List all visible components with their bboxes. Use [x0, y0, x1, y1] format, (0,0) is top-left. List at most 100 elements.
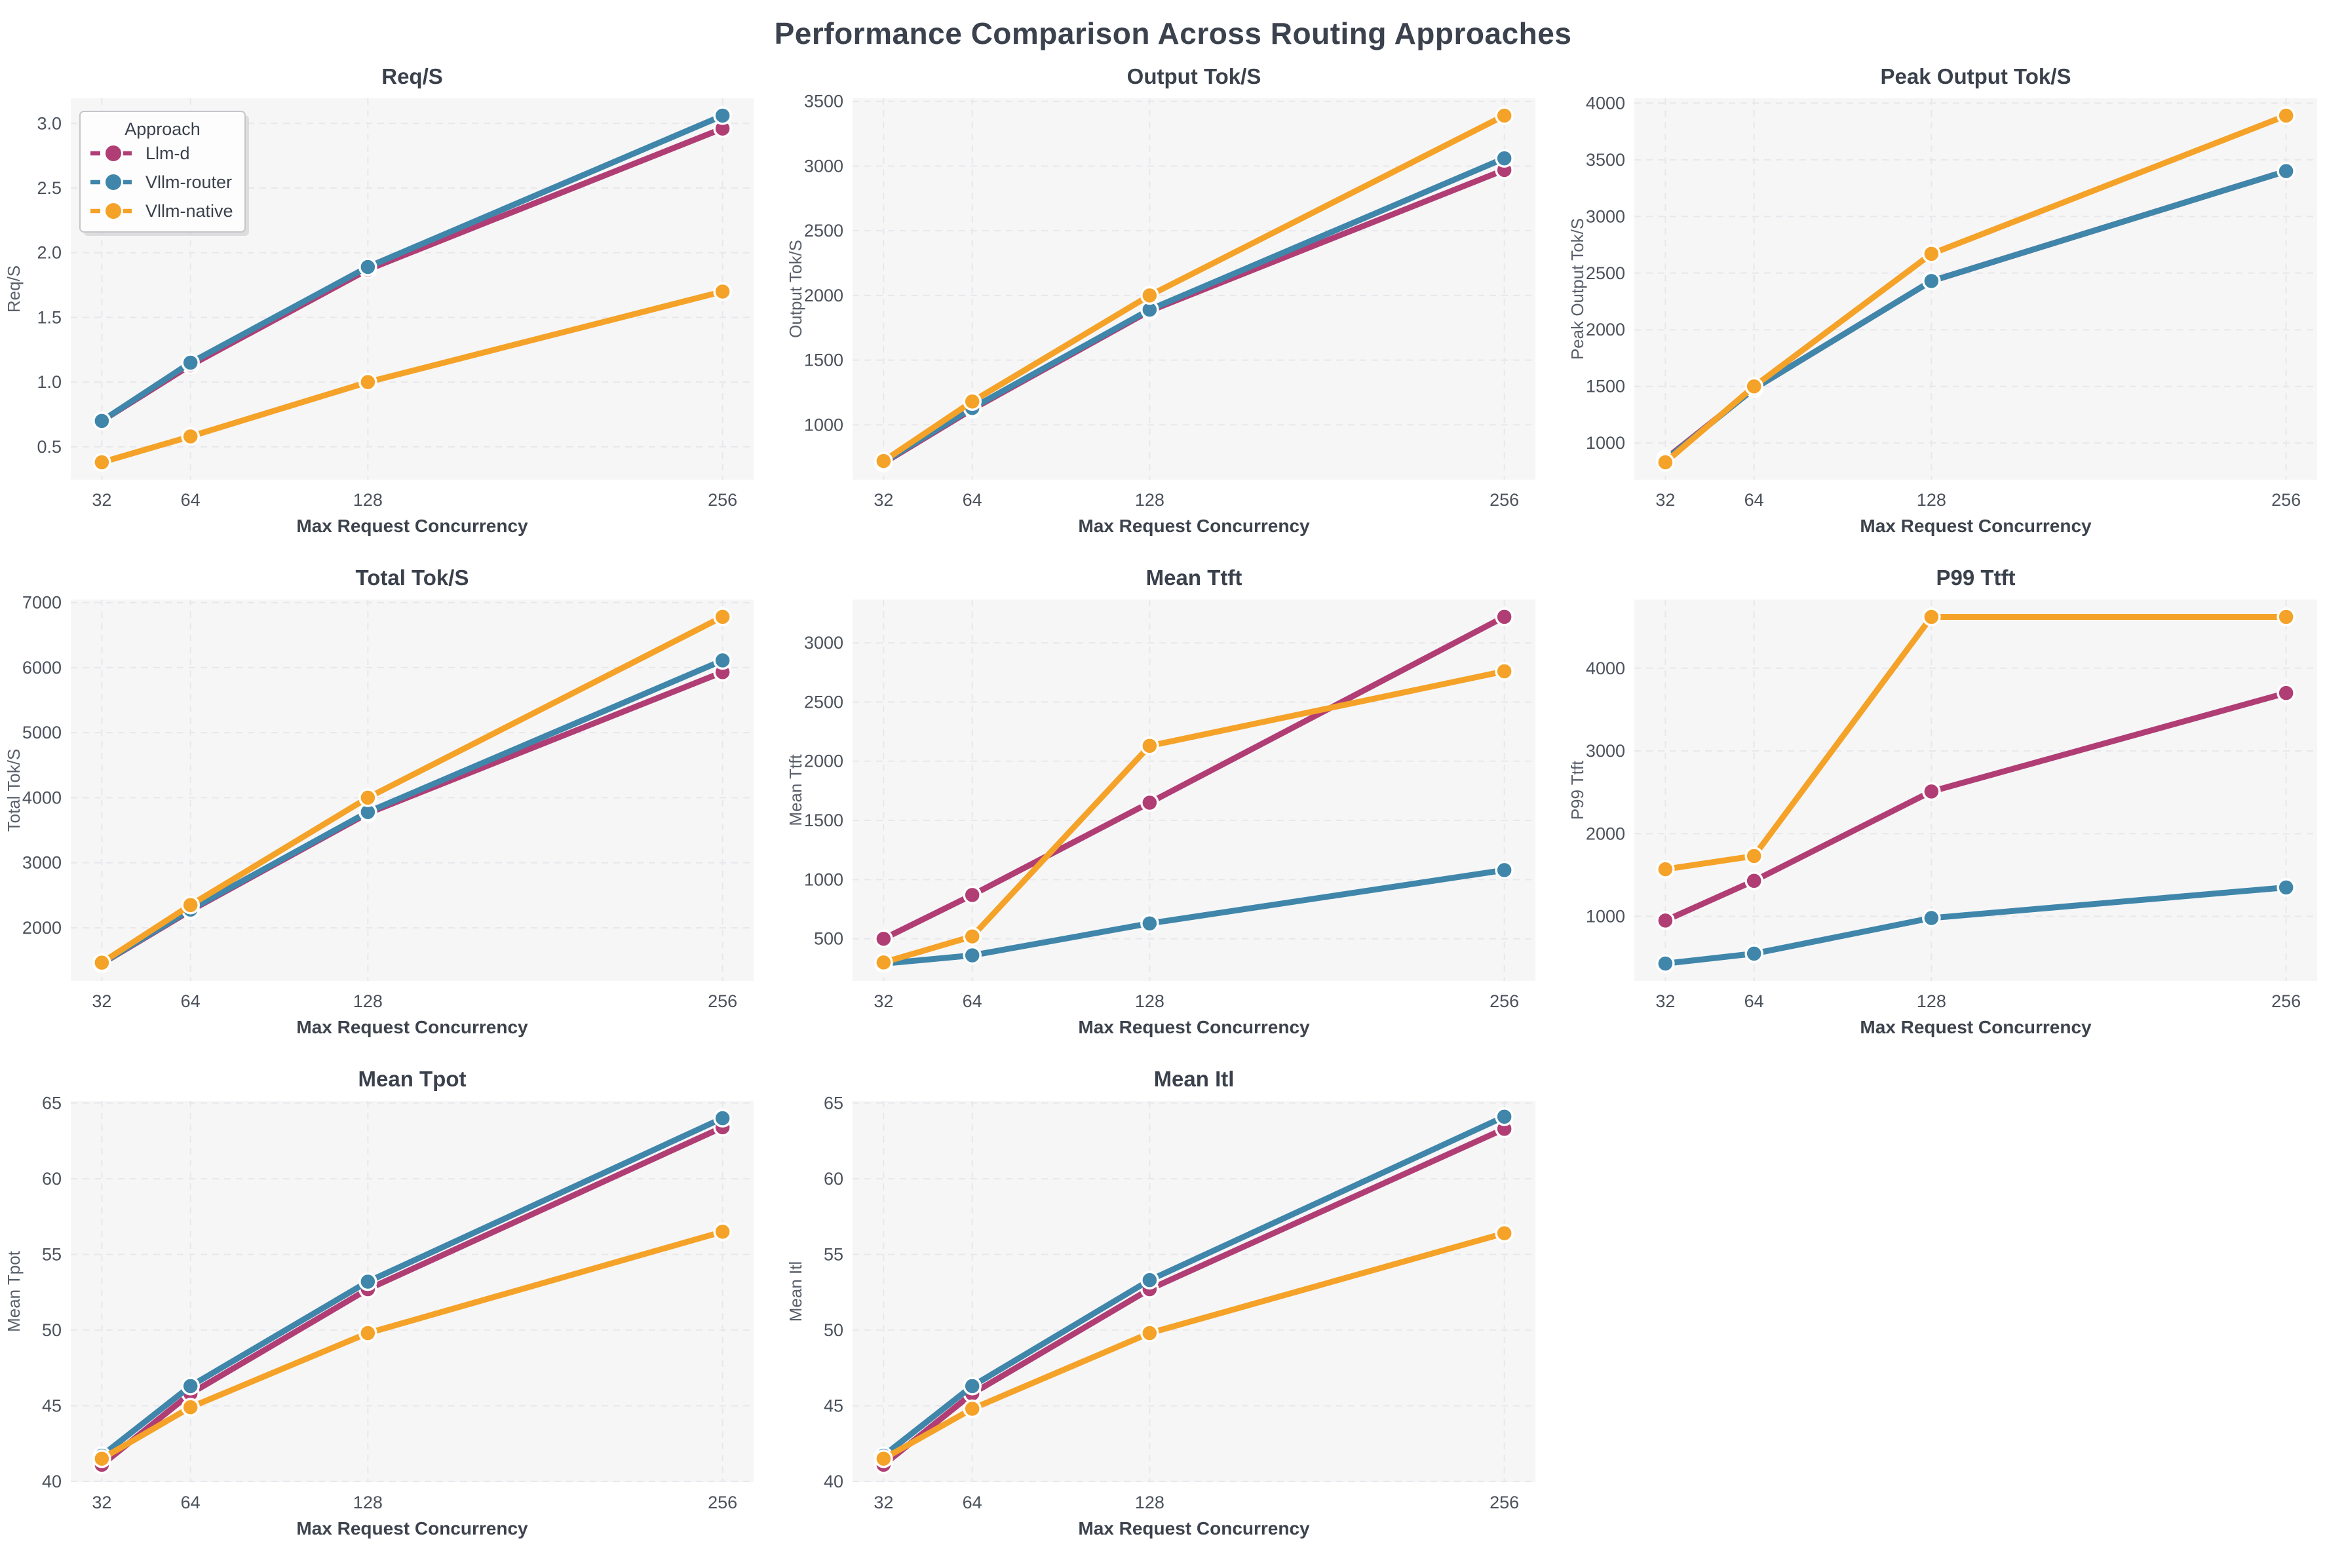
x-tick-label: 128 [1135, 490, 1164, 510]
x-tick-label: 256 [708, 1493, 737, 1512]
y-tick-label: 2500 [1586, 263, 1625, 283]
y-axis-label: Mean Itl [786, 1261, 805, 1322]
x-tick-label: 64 [181, 991, 201, 1011]
x-axis-label: Max Request Concurrency [1860, 516, 2092, 536]
x-tick-label: 64 [963, 991, 982, 1011]
x-tick-label: 256 [2271, 490, 2301, 510]
series-line-vllm-native [98, 288, 726, 466]
chart-svg-output-tok-s: Output Tok/S 1000 1500 2000 2500 3000 3500 32 64… [786, 64, 1535, 536]
series-marker-vllm-native [1140, 1324, 1159, 1343]
series-marker-vllm-native [358, 372, 377, 392]
series-marker-vllm-router [358, 1272, 377, 1291]
series-marker-vllm-native [713, 282, 732, 301]
x-tick-label: 256 [708, 991, 737, 1011]
series-marker-vllm-native [1656, 860, 1675, 879]
legend-swatch-circle-vllm-router [104, 172, 123, 192]
y-tick-label: 1000 [1586, 433, 1625, 453]
chart-svg-mean-tpot: Mean Tpot 40 45 50 55 60 65 32 64 128 256 Max Reque… [4, 1067, 754, 1539]
series-marker-vllm-router [1744, 944, 1763, 963]
series-marker-llm-d [1656, 911, 1675, 930]
y-axis-label: P99 Ttft [1567, 760, 1587, 820]
x-tick-label: 256 [2271, 991, 2301, 1011]
series-marker-vllm-router [713, 651, 732, 670]
series-marker-vllm-router [92, 411, 111, 430]
series-marker-vllm-router [2277, 161, 2296, 181]
chart-title: Mean Ttft [1146, 565, 1242, 590]
x-tick-label: 32 [92, 991, 111, 1011]
series-marker-llm-d [874, 929, 893, 948]
x-axis-label: Max Request Concurrency [296, 516, 528, 536]
x-tick-label: 128 [1917, 991, 1946, 1011]
series-marker-vllm-native [1495, 106, 1514, 125]
y-tick-label: 2000 [1586, 824, 1625, 843]
series-marker-vllm-native [92, 953, 111, 972]
series-line-llm-d [1662, 690, 2290, 924]
series-line-vllm-router [880, 1113, 1508, 1459]
series-marker-vllm-native [1140, 286, 1159, 305]
chart-svg-total-tok-s: Total Tok/S 2000 3000 4000 5000 6000 7000 32 64 1… [4, 565, 754, 1037]
legend-swatch-circle-llm-d [104, 143, 123, 163]
x-tick-label: 32 [1655, 991, 1675, 1011]
series-marker-vllm-router [1495, 860, 1514, 880]
y-tick-label: 3000 [1586, 741, 1625, 761]
y-tick-label: 3000 [1586, 206, 1625, 226]
series-line-vllm-native [1662, 112, 2290, 466]
series-marker-vllm-router [1922, 908, 1941, 928]
chart-cell-req-s: Req/S 0.5 1.0 1.5 2.0 2.5 3.0 32 64 128 256 Max Req… [0, 56, 782, 558]
y-tick-label: 50 [42, 1320, 62, 1340]
series-line-vllm-native [880, 1230, 1508, 1462]
y-tick-label: 60 [42, 1169, 62, 1189]
x-tick-label: 32 [874, 490, 893, 510]
y-tick-label: 0.5 [37, 437, 62, 457]
x-axis-label: Max Request Concurrency [296, 1017, 528, 1037]
y-tick-label: 1000 [1586, 907, 1625, 927]
legend-entry-label: Vllm-router [145, 172, 232, 192]
series-marker-vllm-native [1495, 1223, 1514, 1243]
x-tick-label: 128 [353, 490, 383, 510]
legend-entry-label: Vllm-native [145, 201, 233, 221]
series-marker-vllm-native [963, 927, 982, 946]
x-axis-label: Max Request Concurrency [1860, 1017, 2092, 1037]
y-tick-label: 55 [42, 1244, 62, 1264]
series-marker-vllm-native [1744, 847, 1763, 866]
y-axis-label: Output Tok/S [786, 240, 805, 338]
y-tick-label: 6000 [22, 658, 62, 678]
chart-title: P99 Ttft [1936, 565, 2015, 590]
chart-svg-mean-itl: Mean Itl 40 45 50 55 60 65 32 64 128 256 Max Reques… [786, 1067, 1535, 1539]
series-marker-vllm-router [963, 946, 982, 965]
x-tick-label: 32 [92, 490, 111, 510]
x-axis-label: Max Request Concurrency [1078, 1017, 1310, 1037]
y-tick-label: 1000 [804, 415, 843, 434]
series-marker-vllm-router [1495, 149, 1514, 168]
y-tick-label: 3000 [22, 853, 62, 873]
y-axis-label: Mean Tpot [4, 1250, 24, 1332]
series-marker-vllm-native [358, 788, 377, 807]
y-tick-label: 2.0 [37, 243, 62, 263]
chart-cell-output-tok-s: Output Tok/S 1000 1500 2000 2500 3000 3500 32 64… [782, 56, 1564, 558]
y-tick-label: 2000 [22, 918, 62, 938]
series-marker-vllm-native [2277, 607, 2296, 626]
series-marker-vllm-native [1140, 736, 1159, 755]
series-marker-llm-d [1744, 871, 1763, 890]
x-axis-label: Max Request Concurrency [1078, 516, 1310, 536]
series-marker-vllm-native [358, 1324, 377, 1343]
series-marker-vllm-router [963, 1377, 982, 1396]
series-marker-llm-d [1140, 793, 1159, 813]
series-marker-vllm-router [1495, 1107, 1514, 1126]
y-tick-label: 3.0 [37, 113, 62, 133]
chart-cell-mean-itl: Mean Itl 40 45 50 55 60 65 32 64 128 256 Max Reques… [782, 1059, 1564, 1560]
series-marker-vllm-native [2277, 106, 2296, 125]
y-tick-label: 3000 [804, 633, 843, 653]
plot-area [1634, 600, 2317, 981]
x-tick-label: 32 [874, 1493, 893, 1512]
chart-title: Mean Itl [1154, 1067, 1235, 1091]
series-marker-llm-d [1495, 607, 1514, 626]
series-marker-vllm-native [963, 392, 982, 411]
x-tick-label: 32 [92, 1493, 111, 1512]
x-tick-label: 32 [874, 991, 893, 1011]
series-marker-vllm-native [963, 1399, 982, 1419]
y-tick-label: 65 [42, 1093, 62, 1113]
x-tick-label: 64 [963, 1493, 982, 1512]
legend-swatch-circle-vllm-native [104, 201, 123, 221]
series-marker-vllm-router [713, 106, 732, 125]
